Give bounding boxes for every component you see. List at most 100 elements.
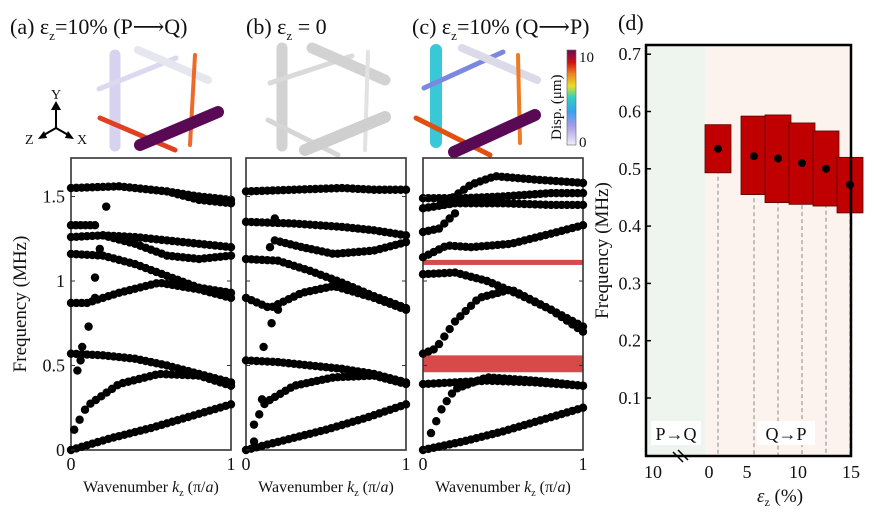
band-point — [432, 417, 441, 426]
structure-a-image — [96, 46, 224, 153]
band-point — [578, 200, 588, 210]
band-point — [73, 366, 82, 375]
structure-b-image — [265, 42, 391, 158]
y-tick-label: 0.6 — [619, 102, 642, 122]
x-axis-label: Wavenumber kz (π/a) — [258, 479, 394, 499]
band-point — [84, 322, 93, 331]
band-point — [249, 437, 259, 446]
x-tick-label: 10 — [789, 462, 807, 482]
panel-a-title: (a) εz=10% (P⟶Q) — [10, 14, 188, 43]
band-point — [226, 378, 236, 387]
x-tick-label: 1 — [579, 454, 588, 474]
colorbar-title: Disp. (μm) — [549, 74, 565, 140]
structure-c-image — [413, 44, 541, 158]
axis-x-label: X — [77, 133, 87, 148]
band-point — [90, 293, 100, 303]
x-tick-label: 0 — [242, 454, 251, 474]
panel-c-title: (c) εz=10% (Q⟶P) — [412, 14, 590, 43]
region-label-p-to-q: P→Q — [655, 424, 696, 444]
band-plot-band-c: 0 1 Wavenumber kz (π/a) — [419, 157, 588, 499]
panel-b-title: (b) εz = 0 — [246, 14, 327, 43]
gap-center-point — [798, 159, 806, 168]
y-tick-label: 0.4 — [619, 216, 642, 236]
y-axis-label: Frequency (MHz) — [592, 182, 613, 319]
band-point — [401, 378, 411, 387]
x-tick-label: 0 — [67, 454, 76, 474]
x-axis-label: Wavenumber kz (π/a) — [435, 479, 571, 499]
band-point — [456, 312, 465, 321]
band-point — [75, 415, 84, 424]
band-point — [437, 405, 446, 414]
gap-range-plot: 0.1 0.2 0.3 0.4 0.5 0.6 0.7 Frequency (MHz) 10 0 5… — [592, 43, 864, 509]
band-point — [434, 224, 444, 233]
band-point — [226, 288, 236, 298]
y-tick-label: 0.1 — [619, 388, 642, 408]
colorbar-max-label: 10 — [579, 50, 594, 66]
band-point — [440, 219, 449, 228]
band-point — [466, 301, 476, 310]
x-tick-label: 5 — [743, 462, 752, 482]
colorbar: 10 0 Disp. (μm) — [549, 49, 594, 151]
y-tick-label: 0.3 — [619, 273, 642, 293]
band-point — [578, 221, 588, 230]
band-point — [442, 396, 451, 406]
axis-y-label: Y — [51, 88, 61, 103]
band-point — [445, 214, 454, 223]
region-label-bg — [757, 421, 815, 445]
band-point — [401, 185, 411, 194]
band-point — [429, 345, 438, 354]
band-point — [90, 273, 100, 282]
plot-frame — [422, 157, 584, 451]
band-point — [401, 231, 411, 240]
band-point — [255, 410, 264, 419]
band-point — [265, 243, 275, 252]
x-tick-label: 15 — [842, 462, 860, 482]
band-point — [447, 389, 457, 398]
band-point — [401, 303, 411, 313]
gap-center-point — [750, 152, 758, 161]
band-plot-band-b: 0 1 Wavenumber kz (π/a) — [242, 157, 411, 499]
y-axis-label: Frequency (MHz) — [10, 236, 31, 373]
band-point — [80, 405, 90, 414]
gap-center-point — [822, 164, 830, 173]
x-tick-label: 10 — [644, 462, 662, 482]
band-point — [578, 403, 588, 412]
axis-z-label: Z — [25, 133, 34, 148]
y-tick-label: 0.5 — [43, 356, 66, 376]
band-point — [578, 381, 588, 390]
band-point — [226, 199, 236, 208]
y-tick-label: 1 — [56, 271, 65, 291]
band-point — [102, 202, 111, 211]
x-tick-label: 1 — [227, 454, 236, 474]
band-point — [95, 244, 105, 254]
x-axis-label: Wavenumber kz (π/a) — [83, 479, 219, 499]
y-tick-label: 0.2 — [619, 331, 642, 351]
gap-center-point — [714, 144, 722, 153]
band-plot-band-a: 0 0.5 1 1.5 Frequency (MHz) 0 1 Wavenumber kz (… — [10, 157, 236, 499]
band-point — [450, 317, 460, 326]
band-point — [273, 305, 283, 314]
band-point — [401, 237, 411, 247]
band-point — [434, 339, 444, 349]
band-point — [226, 400, 236, 409]
bandgap-region — [423, 355, 583, 373]
region-label-q-to-p: Q→P — [765, 424, 806, 444]
band-point — [426, 428, 436, 438]
band-point — [578, 322, 588, 331]
band-point — [450, 209, 460, 218]
band-point — [270, 214, 279, 223]
x-axis-label: εz (%) — [757, 486, 803, 509]
colorbar-min-label: 0 — [579, 135, 587, 151]
y-tick-label: 1.5 — [43, 187, 66, 207]
bandgap-region — [423, 259, 583, 265]
region-p-to-q — [646, 45, 705, 456]
band-point — [401, 400, 411, 409]
plot-frame — [644, 43, 853, 458]
axes-triad-icon: Y Z X — [25, 88, 87, 148]
band-point — [461, 306, 470, 316]
band-point — [226, 251, 236, 260]
y-tick-label: 0.7 — [619, 44, 642, 64]
y-tick-label: 0 — [56, 440, 65, 460]
x-tick-label: 0 — [705, 462, 714, 482]
band-point — [267, 319, 276, 328]
